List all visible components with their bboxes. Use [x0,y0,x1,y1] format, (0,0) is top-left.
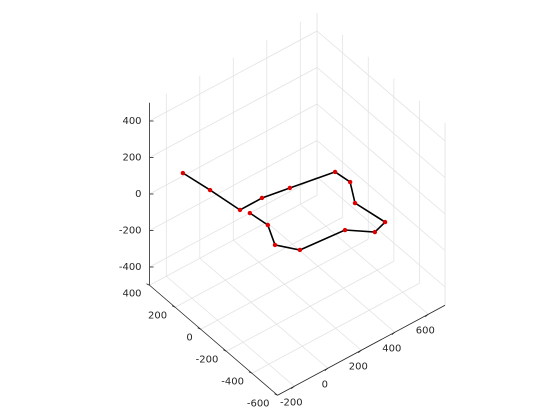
pose-marker [347,179,353,185]
grid-line [166,275,295,387]
grid-line [149,103,318,195]
x-tick-label: 0 [322,379,328,390]
pose-marker [259,195,265,201]
grid-line [300,203,429,315]
tick-mark [223,349,227,352]
grid-line [149,140,318,231]
grid-line [233,239,362,351]
y-tick-label: -200 [196,354,219,365]
pose-marker [207,187,213,193]
pose-marker [297,247,303,253]
z-tick-label: -400 [119,262,142,273]
grid-line [149,30,318,122]
grid-line [316,30,446,142]
grid-line [316,67,446,178]
pose-marker [352,200,358,206]
grid-line [266,221,396,333]
pose-marker [287,185,293,191]
pose-marker [372,229,378,235]
tick-mark [248,371,253,374]
tick-mark [324,367,329,372]
pose-marker [265,222,271,228]
y-tick-label: -600 [247,398,270,409]
grid-line [149,194,318,286]
z-tick-label: 0 [135,189,141,200]
grid-line [200,238,369,330]
pose-marker [382,219,388,225]
pose-marker [332,169,338,175]
grid-line [226,260,395,352]
tick-mark [146,283,150,286]
tick-mark [425,313,429,318]
x-tick-label: 200 [349,361,368,372]
grid-line [174,216,343,308]
pose-marker [237,207,243,213]
tick-mark [274,393,278,396]
y-tick-label: 0 [186,332,192,343]
x-tick-label: 400 [382,343,401,354]
pose-marker [247,210,253,216]
grid-line [316,176,446,288]
y-tick-label: 200 [148,310,167,321]
pose-marker [342,227,348,233]
x-tick-label: 600 [416,325,435,336]
axis-line [149,284,278,396]
grid-line [316,103,446,215]
grid-line [149,176,318,268]
y-tick-label: 400 [122,288,141,299]
pose-marker [180,170,186,176]
tick-mark [358,349,362,354]
tick-mark [291,385,295,390]
z-tick-label: -200 [119,226,142,237]
grid-line [149,67,318,158]
pose-marker [272,242,278,248]
grid-line [316,140,446,251]
tick-mark [391,331,396,336]
grid-line [251,282,420,374]
x-tick-label: -200 [280,397,303,408]
y-tick-label: -400 [221,376,244,387]
z-tick-label: 400 [122,116,141,127]
grid-line [199,257,329,369]
z-tick-label: 200 [122,153,141,164]
tick-mark [171,305,176,308]
tick-mark [197,327,201,330]
